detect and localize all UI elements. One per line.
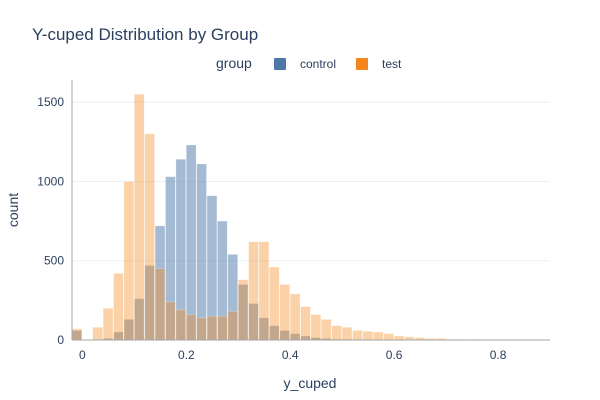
histogram-bar-test[interactable] (373, 331, 384, 341)
x-tick-label: 0 (79, 348, 86, 362)
histogram-bar-test[interactable] (269, 266, 280, 341)
histogram-bar-control[interactable] (186, 144, 197, 341)
legend-swatch-test[interactable] (356, 58, 368, 70)
y-axis-title: count (5, 193, 21, 227)
y-tick-label: 1000 (37, 174, 64, 188)
histogram-bar-test[interactable] (341, 327, 353, 341)
x-tick-label: 0.8 (490, 348, 507, 362)
histogram-bar-test[interactable] (102, 307, 114, 341)
histogram-bar-test[interactable] (186, 314, 197, 341)
histogram-bar-test[interactable] (144, 133, 155, 341)
histogram-bar-test[interactable] (71, 328, 83, 341)
histogram-bar-test[interactable] (113, 273, 124, 341)
axes-layer: 0 500 1000 1500 0 0.2 0.4 0.6 0.8 (37, 80, 550, 362)
chart-title: Y-cuped Distribution by Group (32, 25, 258, 44)
histogram-bar-test[interactable] (362, 330, 374, 341)
histogram-bar-test[interactable] (248, 241, 259, 341)
legend-title: group (216, 55, 252, 71)
y-tick-label: 500 (44, 254, 64, 268)
x-tick-label: 0.2 (178, 348, 195, 362)
grid-layer (72, 101, 550, 262)
x-tick-label: 0.6 (386, 348, 403, 362)
series-test (71, 93, 529, 341)
histogram-bar-test[interactable] (92, 327, 103, 341)
histogram-bar-test[interactable] (196, 317, 207, 341)
legend-swatch-control[interactable] (274, 58, 286, 70)
legend-label-test[interactable]: test (382, 57, 402, 71)
histogram-bar-test[interactable] (165, 301, 176, 341)
histogram-bar-test[interactable] (383, 333, 394, 341)
histogram-bar-test[interactable] (310, 314, 322, 341)
y-tick-label: 1500 (37, 95, 64, 109)
histogram-bar-test[interactable] (123, 181, 135, 341)
histogram-bar-test[interactable] (134, 93, 145, 341)
histogram-bar-test[interactable] (393, 335, 405, 341)
histogram-bar-test[interactable] (289, 293, 301, 341)
histogram-bar-test[interactable] (300, 306, 311, 341)
histogram-bar-test[interactable] (331, 325, 342, 341)
x-tick-label: 0.4 (282, 348, 299, 362)
legend: group control test (216, 55, 402, 71)
histogram-bar-test[interactable] (227, 311, 238, 341)
histogram-bar-control[interactable] (196, 163, 207, 341)
histogram-bar-test[interactable] (175, 309, 187, 341)
histogram-bar-test[interactable] (154, 268, 166, 341)
histogram-bar-test[interactable] (206, 315, 218, 341)
histogram-bar-test[interactable] (258, 241, 270, 341)
y-tick-label: 0 (57, 333, 64, 347)
histogram-bar-test[interactable] (352, 330, 363, 341)
histogram-bar-test[interactable] (237, 279, 249, 341)
histogram-bar-test[interactable] (279, 284, 290, 341)
x-axis-title: y_cuped (284, 375, 337, 391)
legend-label-control[interactable]: control (300, 57, 336, 71)
histogram-bar-test[interactable] (217, 315, 228, 341)
bars-layer (71, 93, 529, 341)
histogram-bar-test[interactable] (321, 319, 332, 341)
